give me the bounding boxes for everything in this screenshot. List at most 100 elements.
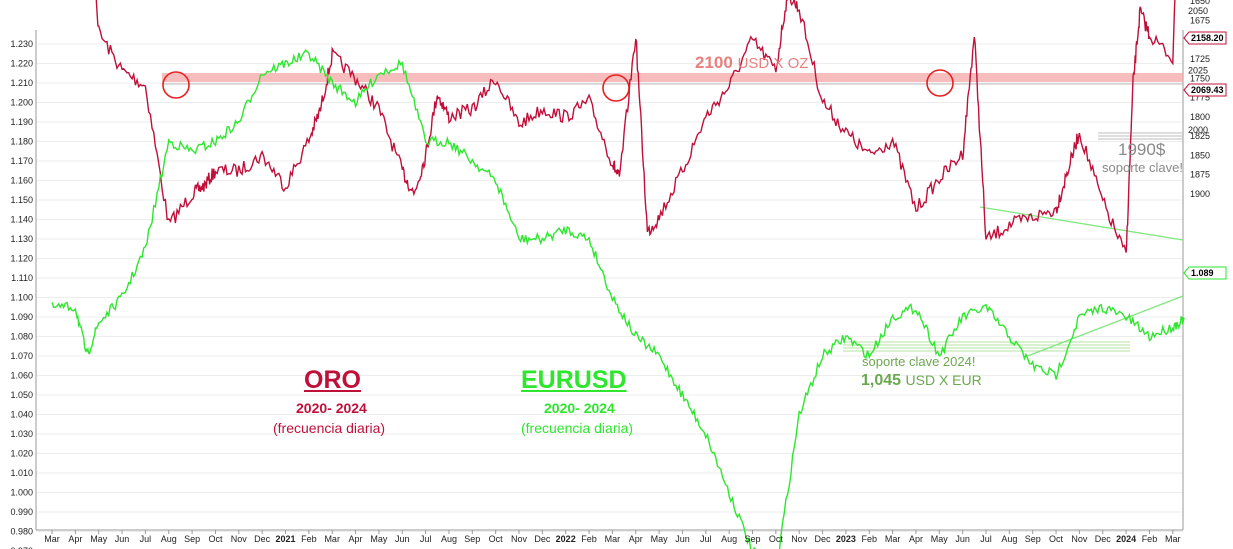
x-axis-tick: Apr	[68, 534, 82, 544]
x-axis-tick: Oct	[1049, 534, 1064, 544]
x-axis-tick: Mar	[605, 534, 621, 544]
oro-years: 2020- 2024	[296, 400, 367, 416]
left-axis-tick: 1.030	[10, 429, 33, 439]
left-axis-tick: 1.210	[10, 78, 33, 88]
x-axis-tick: Jul	[980, 534, 992, 544]
x-axis-tick: Jul	[700, 534, 712, 544]
x-axis-tick: Nov	[231, 534, 248, 544]
left-axis-tick: 1.200	[10, 98, 33, 108]
left-axis-tick: 0.990	[10, 507, 33, 517]
x-axis-tick: Oct	[489, 534, 504, 544]
x-axis-tick: Oct	[208, 534, 223, 544]
left-axis-tick: 1.020	[10, 449, 33, 459]
x-axis-tick: Feb	[861, 534, 877, 544]
x-axis-tick: Jul	[140, 534, 152, 544]
x-axis-tick: May	[370, 534, 388, 544]
x-axis-tick: Feb	[581, 534, 597, 544]
eurusd-series-line	[51, 49, 1185, 549]
left-axis-tick: 1.230	[10, 39, 33, 49]
x-axis-tick: Mar	[1165, 534, 1181, 544]
eurusd-last-value: 1.089	[1191, 268, 1214, 278]
x-axis-tick: 2021	[275, 534, 295, 544]
right-axis-lower-tick: 1850	[1190, 150, 1210, 160]
x-axis-tick: Aug	[1001, 534, 1017, 544]
resistance-2100-label: 2100 USD X OZ	[695, 53, 808, 73]
support-key-label: soporte clave!	[1102, 160, 1183, 175]
left-axis-tick: 1.140	[10, 215, 33, 225]
left-axis-tick: 1.120	[10, 254, 33, 264]
right-axis-lower-tick: 1875	[1190, 170, 1210, 180]
support-1990-label: 1990$	[1118, 140, 1166, 159]
oro-series-line	[95, 0, 1176, 253]
x-axis-tick: May	[651, 534, 669, 544]
left-axis-tick: 1.160	[10, 176, 33, 186]
x-axis-tick: 2023	[836, 534, 856, 544]
left-axis-tick: 1.170	[10, 156, 33, 166]
left-axis-tick: 1.180	[10, 137, 33, 147]
x-axis-tick: Nov	[1071, 534, 1088, 544]
left-axis-tick: 1.080	[10, 332, 33, 342]
resistance-2100-band	[162, 73, 1183, 82]
x-axis-tick: Mar	[885, 534, 901, 544]
support-1045-unit: USD X EUR	[905, 372, 982, 388]
right-axis-lower-tick: 1900	[1190, 189, 1210, 199]
gold-last-value: 2158.20	[1191, 33, 1224, 43]
left-axis-tick: 1.010	[10, 468, 33, 478]
x-axis-tick: Aug	[161, 534, 177, 544]
left-axis-tick: 1.040	[10, 410, 33, 420]
x-axis-tick: 2022	[556, 534, 576, 544]
x-axis-tick: Dec	[815, 534, 832, 544]
left-axis-tick: 1.110	[11, 273, 33, 283]
x-axis-tick: Feb	[301, 534, 317, 544]
x-axis-tick: Aug	[721, 534, 737, 544]
right-axis-lower-tick: 1675	[1190, 15, 1210, 25]
x-axis-tick: Nov	[511, 534, 528, 544]
right-axis-upper-tick: 2050	[1188, 6, 1208, 16]
x-axis-tick: Jun	[675, 534, 690, 544]
x-axis-tick: May	[90, 534, 108, 544]
left-axis-tick: 1.130	[10, 234, 33, 244]
left-axis-tick: 1.000	[10, 488, 33, 498]
right-axis-lower-tick: 1825	[1190, 131, 1210, 141]
x-axis-tick: May	[931, 534, 949, 544]
left-axis-tick: 0.970	[10, 546, 33, 549]
x-axis-tick: Sep	[464, 534, 480, 544]
x-axis-tick: Sep	[1025, 534, 1041, 544]
x-axis-tick: Sep	[184, 534, 200, 544]
support-2024-label: soporte clave 2024!	[862, 354, 976, 369]
support-1045-label: 1,045 USD X EUR	[861, 372, 982, 390]
upper-trendline	[979, 206, 1184, 241]
resistance-2100-unit: USD X OZ	[737, 55, 809, 72]
right-axis-upper-tick: 2000	[1188, 125, 1208, 135]
left-axis-tick: 1.220	[10, 59, 33, 69]
right-axis-upper-tick: 2025	[1188, 66, 1208, 76]
right-axis-lower-tick: 1800	[1190, 112, 1210, 122]
x-axis-tick: Feb	[1142, 534, 1158, 544]
x-axis-tick: Apr	[349, 534, 363, 544]
eurusd-title: EURUSD	[521, 366, 627, 394]
x-axis-tick: Jun	[395, 534, 410, 544]
x-axis-tick: Apr	[909, 534, 923, 544]
resistance-touch-circle	[162, 71, 190, 99]
x-axis-tick: Oct	[769, 534, 784, 544]
eurusd-frequency: (frecuencia diaria)	[521, 420, 634, 436]
x-axis-tick: Jul	[420, 534, 432, 544]
eurusd-years: 2020- 2024	[544, 400, 615, 416]
left-axis-tick: 1.100	[10, 293, 33, 303]
right-axis-lower-tick: 1725	[1190, 54, 1210, 64]
lower-trendline	[1024, 295, 1184, 358]
left-axis-tick: 1.190	[10, 117, 33, 127]
x-axis-tick: Mar	[44, 534, 60, 544]
left-axis-tick: 1.090	[10, 312, 33, 322]
x-axis-tick: Dec	[1095, 534, 1112, 544]
x-axis-tick: Aug	[441, 534, 457, 544]
x-axis-tick: Sep	[744, 534, 760, 544]
x-axis-tick: Mar	[324, 534, 340, 544]
x-axis-tick: Apr	[629, 534, 643, 544]
right-axis-lower-tick: 1775	[1190, 93, 1210, 103]
support-1045-value: 1,045	[861, 372, 902, 389]
right-axis-lower-tick: 1650	[1190, 0, 1210, 6]
x-axis-tick: Dec	[534, 534, 551, 544]
left-axis-tick: 1.050	[10, 390, 33, 400]
